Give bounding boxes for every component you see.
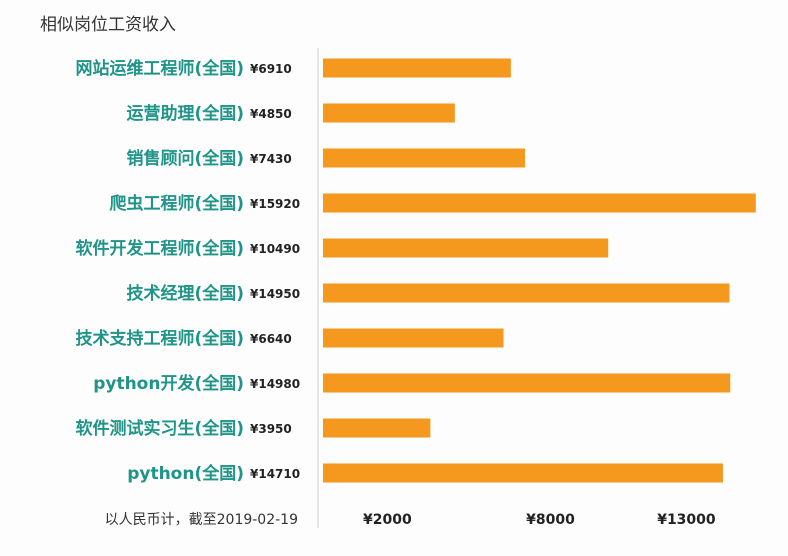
bar-row: 爬虫工程师(全国) ¥15920: [109, 193, 756, 214]
bar-row: 技术支持工程师(全国) ¥6640: [75, 328, 504, 349]
value-label: ¥15920: [250, 197, 300, 211]
value-label: ¥4850: [250, 107, 292, 121]
bar-row: 销售顾问(全国) ¥7430: [126, 148, 526, 169]
bar: [323, 193, 756, 213]
category-label: python开发(全国): [93, 373, 244, 394]
bar: [323, 58, 511, 78]
bar: [323, 103, 455, 123]
value-label: ¥14980: [250, 377, 300, 391]
chart-title: 相似岗位工资收入: [40, 15, 176, 35]
value-label: ¥6640: [250, 332, 292, 346]
bar: [323, 238, 609, 258]
category-label: python(全国): [127, 463, 244, 484]
value-label: ¥10490: [250, 242, 300, 256]
value-label: ¥14710: [250, 467, 300, 481]
x-tick-label: ¥8000: [526, 512, 575, 528]
bar-row: 软件开发工程师(全国) ¥10490: [75, 238, 609, 259]
category-label: 销售顾问(全国): [126, 148, 244, 169]
bar: [323, 283, 730, 303]
category-label: 软件测试实习生(全国): [75, 418, 244, 439]
x-tick-label: ¥2000: [363, 512, 412, 528]
value-label: ¥6910: [250, 62, 292, 76]
category-label: 爬虫工程师(全国): [109, 193, 244, 214]
bar: [323, 463, 723, 483]
x-tick-label: ¥13000: [657, 512, 716, 528]
bar-row: python开发(全国) ¥14980: [93, 373, 731, 394]
currency-note: 以人民币计，截至2019-02-19: [105, 512, 298, 528]
value-label: ¥3950: [250, 422, 292, 436]
category-label: 网站运维工程师(全国): [75, 58, 244, 79]
bar-row: 技术经理(全国) ¥14950: [126, 283, 730, 304]
bar: [323, 148, 526, 168]
bar-row: 网站运维工程师(全国) ¥6910: [75, 58, 511, 79]
bar-row: 运营助理(全国) ¥4850: [126, 103, 455, 124]
bar-row: python(全国) ¥14710: [127, 463, 723, 484]
bar: [323, 418, 431, 438]
category-label: 技术支持工程师(全国): [75, 328, 244, 349]
bar: [323, 328, 504, 348]
bar: [323, 373, 731, 393]
value-label: ¥7430: [250, 152, 292, 166]
category-label: 软件开发工程师(全国): [75, 238, 244, 259]
value-label: ¥14950: [250, 287, 300, 301]
category-label: 运营助理(全国): [126, 103, 244, 124]
bar-row: 软件测试实习生(全国) ¥3950: [75, 418, 431, 439]
category-label: 技术经理(全国): [126, 283, 244, 304]
